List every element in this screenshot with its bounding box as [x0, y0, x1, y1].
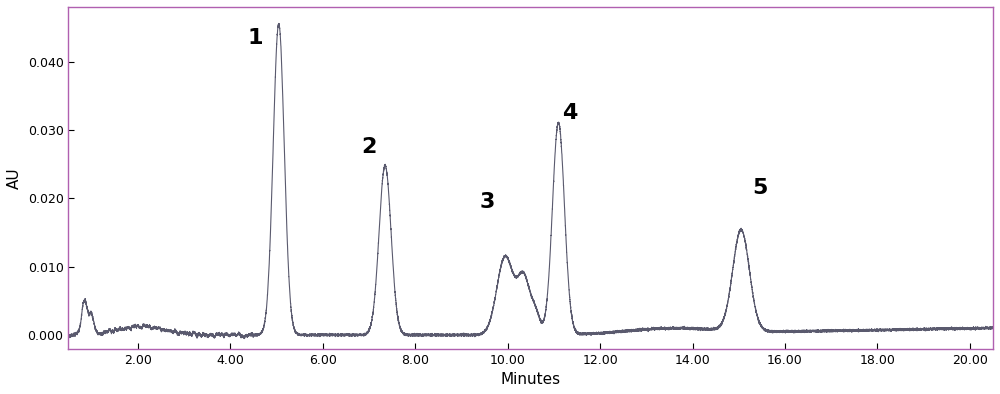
Text: 4: 4: [562, 103, 578, 123]
Text: 2: 2: [361, 137, 377, 157]
X-axis label: Minutes: Minutes: [501, 372, 561, 387]
Text: 5: 5: [752, 178, 767, 198]
Text: 1: 1: [248, 28, 263, 48]
Y-axis label: AU: AU: [7, 167, 22, 189]
Text: 3: 3: [479, 192, 494, 212]
